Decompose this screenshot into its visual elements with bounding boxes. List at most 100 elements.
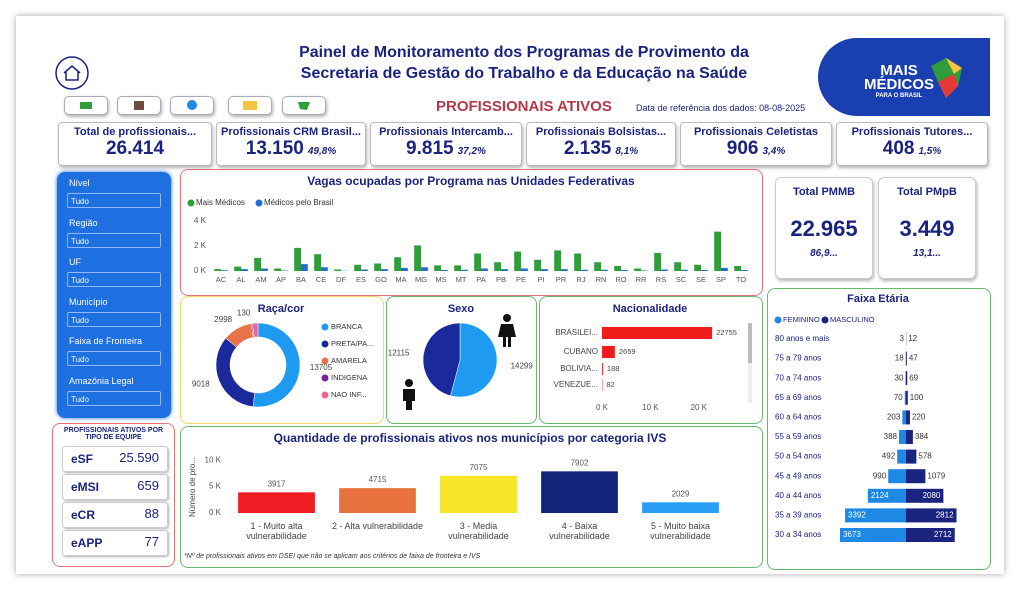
- bar: [634, 268, 641, 271]
- data-label: 130: [237, 309, 251, 318]
- data-label: 7075: [470, 463, 488, 472]
- title: Secretaria de Gestão do Trabalho e da Ed…: [300, 65, 748, 82]
- logo-line: PARA O BRASIL: [875, 93, 923, 99]
- female-icon: [498, 314, 516, 347]
- nav-button[interactable]: [170, 96, 214, 115]
- donut-slice: [215, 337, 255, 407]
- x-tick-label: RJ: [576, 275, 585, 284]
- x-tick-label: MG: [415, 275, 427, 284]
- bar: [906, 371, 908, 386]
- bar: [254, 257, 261, 271]
- nav-button[interactable]: [228, 96, 272, 115]
- bar: [440, 475, 517, 513]
- home-button[interactable]: [54, 55, 90, 91]
- kpi-value: 408: [882, 138, 915, 159]
- bar: [906, 488, 944, 503]
- data-label: 203: [887, 413, 901, 422]
- bar: [681, 269, 688, 271]
- data-label: 2080: [923, 491, 941, 500]
- nav-button[interactable]: [117, 96, 161, 115]
- x-tick-label: SP: [716, 275, 726, 284]
- logo: MAIS MÉDICOS PARA O BRASIL: [818, 38, 990, 116]
- bar: [394, 257, 401, 271]
- y-tick-label: 5 K: [209, 482, 222, 491]
- x-tick-label: RN: [596, 275, 607, 284]
- x-tick-label: CE: [316, 275, 326, 284]
- x-tick-label: BA: [296, 275, 306, 284]
- bar: [361, 269, 368, 271]
- kpi-share: 49,8%: [307, 146, 337, 157]
- data-label: 9018: [192, 379, 210, 388]
- x-tick-label: 5 - Muito baixa vulnerabilidade: [650, 521, 711, 541]
- bar: [421, 267, 428, 271]
- bar: [374, 263, 381, 271]
- chart-title: Faixa Etária: [847, 293, 910, 305]
- x-tick-label: MA: [395, 275, 406, 284]
- total-share: 13,1...: [913, 248, 941, 259]
- bar: [238, 492, 315, 513]
- nav-button[interactable]: [282, 96, 326, 115]
- bar: [474, 253, 481, 271]
- nav-button[interactable]: [64, 96, 108, 115]
- bar: [581, 269, 588, 271]
- legend-marker: [821, 316, 829, 324]
- bar: [501, 269, 508, 271]
- reference-date: Data de referência dos dados: 08-08-2025: [636, 103, 806, 113]
- bar: [561, 269, 568, 271]
- data-label: 47: [909, 354, 918, 363]
- y-tick-label: VENEZUE...: [554, 380, 598, 389]
- filter-dropdown[interactable]: Tudo: [67, 311, 161, 327]
- bar: [602, 327, 713, 339]
- data-label: 384: [915, 432, 929, 441]
- data-label: 1079: [927, 471, 945, 480]
- kpi-card: Total de profissionais... 26.414: [58, 122, 212, 166]
- y-axis-label: Número de pro...: [188, 457, 197, 517]
- equipe-panel: PROFISSIONAIS ATIVOS POR TIPO DE EQUIPE: [52, 423, 175, 567]
- bar: [621, 270, 628, 271]
- bar: [741, 270, 748, 271]
- kpi-value: 13.150: [245, 138, 304, 159]
- bar: [602, 346, 615, 358]
- legend-label: MASCULINO: [830, 315, 875, 324]
- data-label: 220: [912, 413, 926, 422]
- filter-dropdown[interactable]: Tudo: [67, 351, 161, 366]
- equipe-label: eMSI: [71, 480, 100, 494]
- equipe-label: eCR: [71, 508, 96, 522]
- total-share: 86,9...: [810, 248, 838, 259]
- filter-dropdown[interactable]: Tudo: [67, 390, 161, 406]
- y-tick-label: 50 a 54 anos: [775, 452, 821, 461]
- bar: [321, 267, 328, 271]
- data-label: 13705: [310, 363, 333, 372]
- data-label: 30: [895, 373, 904, 382]
- kpi-share: 3,4%: [762, 146, 786, 157]
- filter-dropdown[interactable]: Tudo: [67, 193, 161, 208]
- x-tick-label: PA: [476, 275, 485, 284]
- bar: [721, 267, 728, 271]
- kpi-label: Profissionais Celetistas: [693, 126, 819, 138]
- filter-label: Faixa de Fronteira: [69, 336, 143, 346]
- equipe-value: 88: [144, 506, 159, 521]
- data-label: 3917: [268, 479, 286, 488]
- x-tick-label: RO: [615, 275, 626, 284]
- legend-label: Médicos pelo Brasil: [264, 198, 334, 207]
- bar: [294, 247, 301, 271]
- legend-marker: [774, 316, 782, 324]
- filter-dropdown[interactable]: Tudo: [67, 232, 161, 248]
- chart: Faixa Etária FEMININO MASCULINO 80 anos e …: [774, 293, 957, 542]
- logo-line: MÉDICOS: [864, 76, 935, 93]
- male-icon: [403, 379, 415, 410]
- bar: [401, 267, 408, 271]
- logo-text: MAIS MÉDICOS PARA O BRASIL: [864, 63, 935, 100]
- filter-label: Região: [69, 217, 98, 228]
- bar: [602, 363, 603, 375]
- x-tick-label: AP: [276, 275, 286, 284]
- kpi-label: Profissionais Intercamb...: [379, 126, 513, 138]
- bar: [434, 265, 441, 271]
- data-label: 188: [607, 364, 620, 373]
- kpi-share: 8,1%: [615, 146, 639, 157]
- kpi-value: 26.414: [105, 138, 165, 159]
- filter-dropdown[interactable]: Tudo: [67, 272, 161, 287]
- scrollbar-thumb[interactable]: [748, 323, 752, 363]
- legend-marker: [187, 199, 195, 207]
